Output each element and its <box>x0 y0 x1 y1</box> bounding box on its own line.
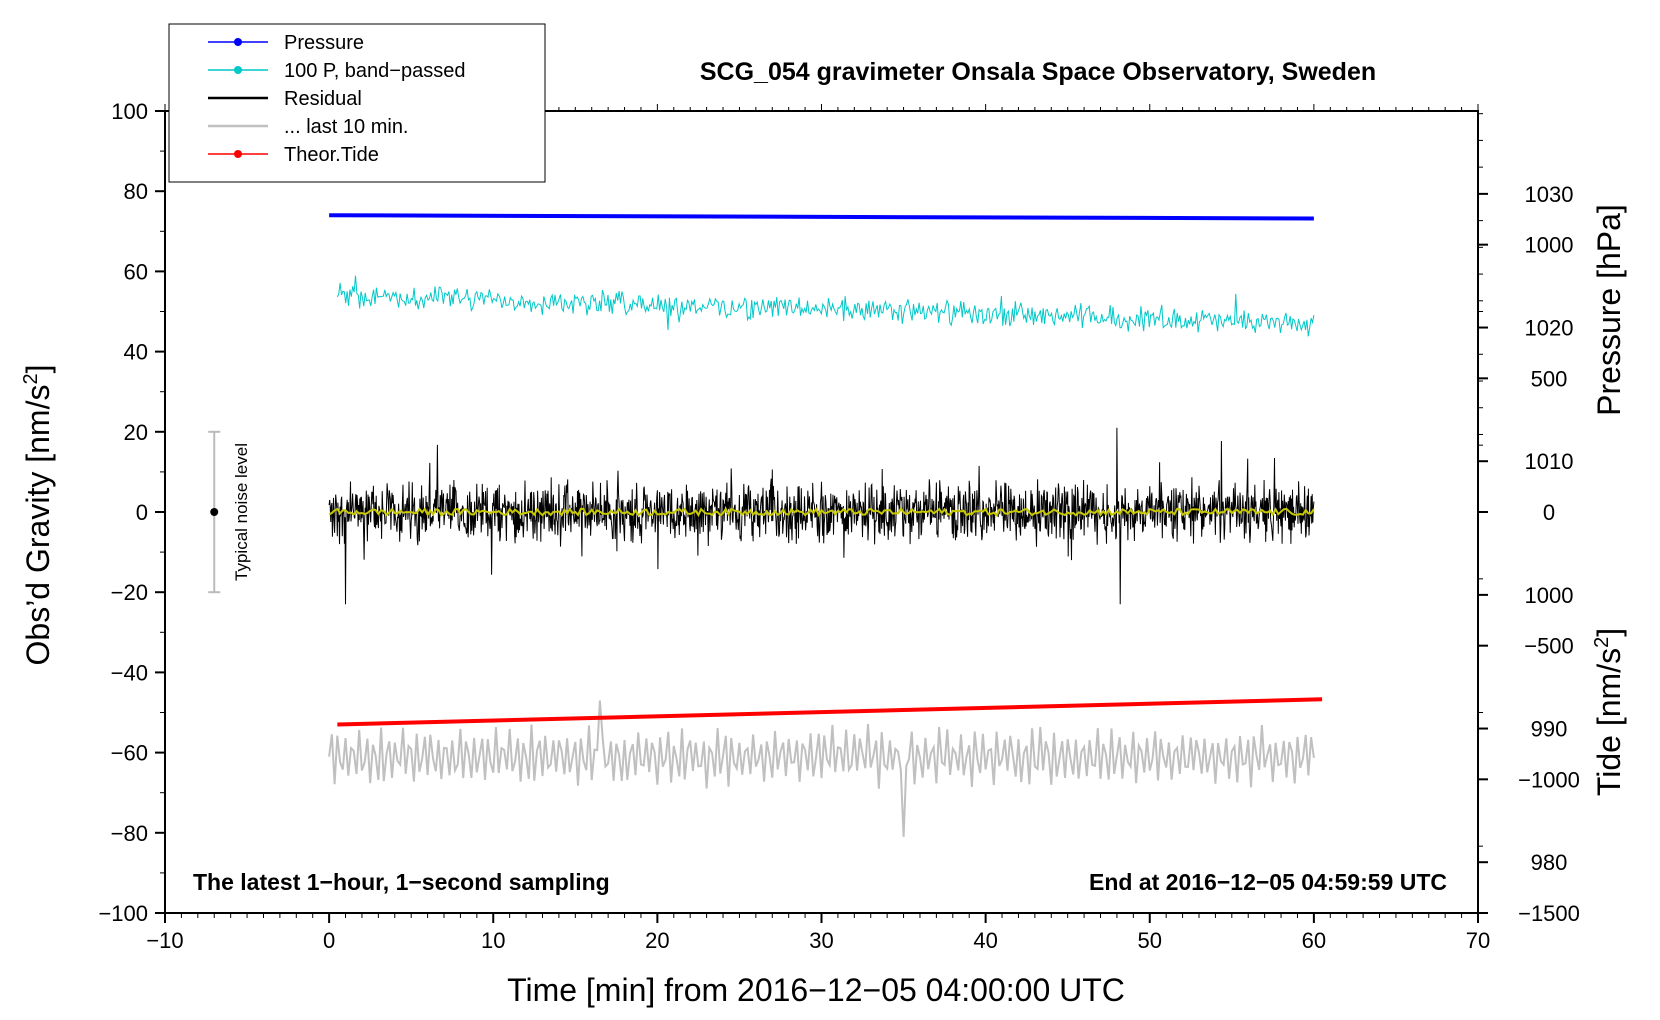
x-axis-title: Time [min] from 2016−12−05 04:00:00 UTC <box>507 972 1125 1008</box>
x-tick-label: 10 <box>481 928 505 953</box>
x-tick-label: 50 <box>1138 928 1162 953</box>
pressure-tick-label: 1030 <box>1525 182 1574 207</box>
pressure-tick-label: 980 <box>1531 850 1568 875</box>
x-tick-label: −10 <box>146 928 183 953</box>
theor-tide-series-line <box>337 697 1323 727</box>
x-tick-label: 30 <box>809 928 833 953</box>
x-tick-label: 70 <box>1466 928 1490 953</box>
legend-box <box>168 23 546 183</box>
tide-tick-label: 0 <box>1543 500 1555 525</box>
band-passed-pressure-line <box>336 275 1315 337</box>
legend-label: ... last 10 min. <box>284 116 409 138</box>
y-tick-label: 20 <box>124 420 148 445</box>
pressure-series-line <box>329 213 1314 221</box>
tide-tick-label: −500 <box>1524 634 1574 659</box>
axes-layer: −10 0 10 20 30 40 50 60 70100806040200−20−40−60−… <box>98 99 1579 953</box>
y-axis-title: Obs’d Gravity [nm/s2] <box>20 365 56 666</box>
pressure-tick-label: 990 <box>1531 717 1568 742</box>
noise-level-center-dot <box>210 508 219 516</box>
y-tick-label: 0 <box>136 500 148 525</box>
y-tick-label: −40 <box>111 660 148 685</box>
x-tick-label: 40 <box>973 928 997 953</box>
legend-label: Residual <box>284 88 362 110</box>
pressure-tick-label: 1010 <box>1525 449 1574 474</box>
x-tick-label: 20 <box>645 928 669 953</box>
legend: Pressure 100 P, band−passed Residual ... la… <box>168 23 546 183</box>
annotation-sampling: The latest 1−hour, 1−second sampling <box>193 869 610 895</box>
y-tick-label: 60 <box>124 259 148 284</box>
y-tick-label: 40 <box>124 340 148 365</box>
tide-tick-label: 500 <box>1531 366 1568 391</box>
tide-tick-label: 1000 <box>1525 233 1574 258</box>
tide-axis-title: Tide [nm/s2] <box>1591 628 1627 796</box>
chart-title: SCG_054 gravimeter Onsala Space Observat… <box>700 58 1376 86</box>
y-tick-label: −80 <box>111 821 148 846</box>
legend-marker <box>234 150 242 158</box>
tide-tick-label: −1000 <box>1518 767 1580 792</box>
y-tick-label: −20 <box>111 580 148 605</box>
annotation-end-time: End at 2016−12−05 04:59:59 UTC <box>1089 869 1447 895</box>
x-tick-label: 0 <box>323 928 335 953</box>
residual-series-line <box>328 427 1315 605</box>
y-tick-label: −60 <box>111 741 148 766</box>
pressure-tick-label: 1020 <box>1525 316 1574 341</box>
legend-label: Theor.Tide <box>284 144 379 166</box>
legend-marker <box>234 38 242 46</box>
y-tick-label: 80 <box>124 179 148 204</box>
noise-level-label: Typical noise level <box>232 443 251 581</box>
y-tick-label: −100 <box>98 901 148 926</box>
pressure-axis-title: Pressure [hPa] <box>1591 204 1627 416</box>
pressure-tick-label: 1000 <box>1525 583 1574 608</box>
noise-level-marker <box>208 430 221 594</box>
plot-series-layer <box>328 213 1323 837</box>
legend-marker <box>234 66 242 74</box>
y-tick-label: 100 <box>111 99 148 124</box>
x-tick-label: 60 <box>1302 928 1326 953</box>
legend-label: Pressure <box>284 32 364 54</box>
last-10-min-series-line <box>328 700 1315 837</box>
tide-tick-label: −1500 <box>1518 901 1580 926</box>
legend-label: 100 P, band−passed <box>284 60 465 82</box>
smoothed-residual-line <box>328 506 1315 518</box>
